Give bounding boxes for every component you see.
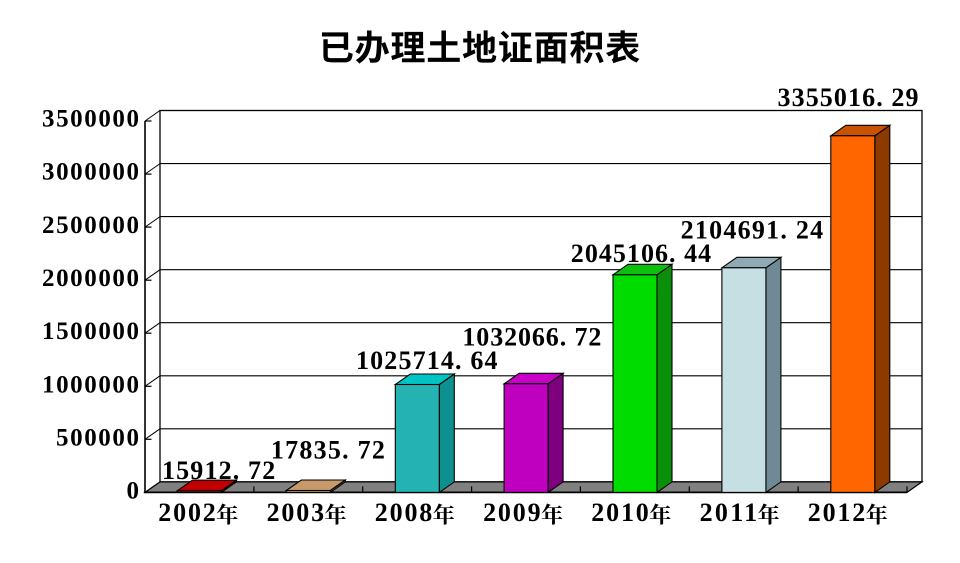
svg-text:2045106. 44: 2045106. 44 [571, 239, 711, 268]
svg-text:17835. 72: 17835. 72 [271, 436, 385, 465]
svg-text:3355016. 29: 3355016. 29 [778, 83, 919, 112]
svg-text:2500000: 2500000 [42, 212, 139, 239]
svg-text:2009: 2009 [483, 498, 540, 527]
svg-text:1032066. 72: 1032066. 72 [462, 322, 601, 351]
svg-text:1000000: 1000000 [42, 371, 139, 398]
svg-text:2012: 2012 [808, 498, 866, 527]
svg-text:2010: 2010 [591, 498, 649, 527]
svg-text:2002: 2002 [158, 498, 216, 527]
svg-text:2008: 2008 [375, 498, 433, 527]
svg-text:3500000: 3500000 [42, 106, 139, 133]
svg-text:2104691. 24: 2104691. 24 [681, 215, 824, 244]
svg-text:3000000: 3000000 [42, 159, 139, 186]
svg-text:2003: 2003 [267, 498, 325, 527]
svg-text:1500000: 1500000 [42, 318, 139, 345]
svg-text:0: 0 [127, 478, 140, 505]
svg-text:2000000: 2000000 [42, 265, 139, 292]
svg-text:15912. 72: 15912. 72 [162, 456, 275, 485]
svg-text:1025714. 64: 1025714. 64 [356, 346, 498, 375]
svg-text:500000: 500000 [56, 425, 139, 452]
